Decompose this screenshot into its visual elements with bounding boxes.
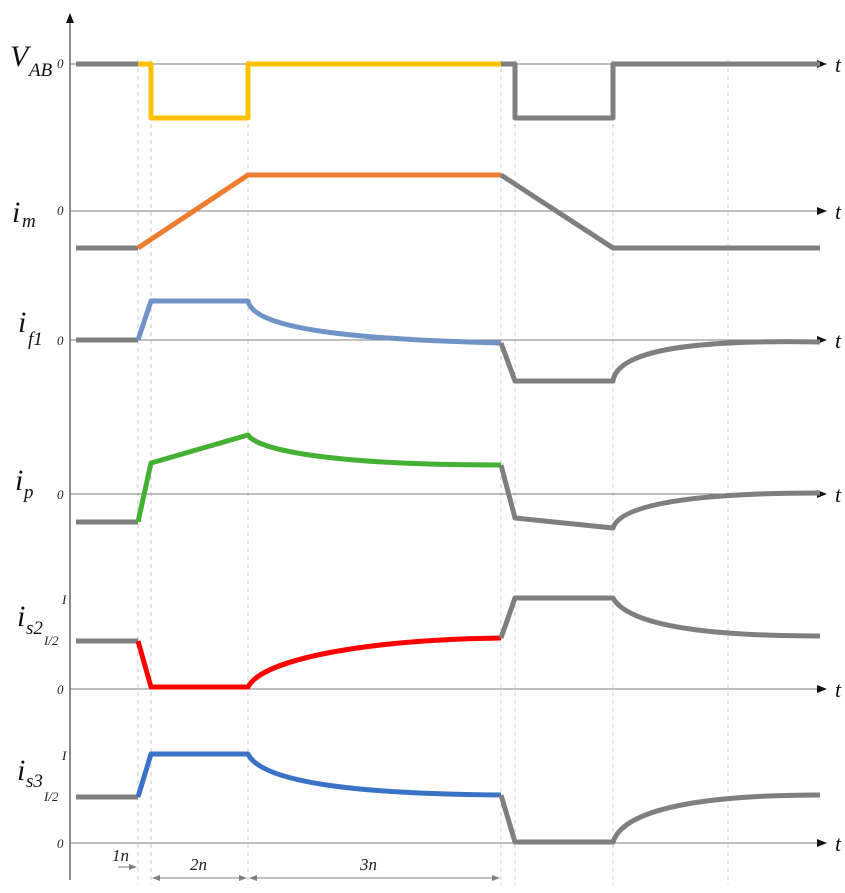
if1-zero-label: 0 (57, 333, 64, 348)
if1-waveform-gray-tail (498, 339, 821, 384)
interval-1n-label: 1n (112, 846, 129, 865)
is2-label-sub: s2 (26, 618, 43, 639)
vab-waveform-colored (138, 61, 501, 121)
is2-half-label: I/2 (43, 633, 59, 648)
is3-waveform-gray-tail (498, 792, 821, 845)
ip-label-main: i (15, 464, 23, 497)
im-axis-label: t (835, 199, 842, 224)
vab-label-main: V (10, 40, 32, 73)
is2-axis-label: t (835, 677, 842, 702)
ip-label-sub: p (22, 482, 34, 503)
ip-waveform-gray-tail (498, 464, 821, 531)
is3-axis-label: t (835, 831, 842, 856)
vab-label-sub: AB (27, 60, 53, 81)
time-guides (137, 60, 729, 885)
im-waveform-colored (136, 172, 501, 251)
is2-zero-label: 0 (57, 682, 64, 697)
vab-waveform-gray-tail (501, 61, 820, 121)
is3-trace: i s3 I I/2 0 t (17, 748, 842, 856)
interval-3n-label: 3n (359, 855, 377, 874)
is3-label-sub: s3 (26, 771, 43, 792)
is3-top-label: I (61, 748, 67, 763)
im-label-main: i (12, 196, 20, 229)
is2-top-label: I (61, 592, 67, 607)
ip-trace: i p 0 t (15, 432, 842, 531)
ip-axis-label: t (835, 482, 842, 507)
vab-axis-label: t (835, 52, 842, 77)
is2-waveform-colored (135, 635, 502, 690)
interval-annotations: 1n 2n 3n (112, 846, 500, 881)
ip-waveform-colored (135, 432, 502, 523)
vab-trace: V AB 0 t (10, 40, 842, 121)
is3-label-main: i (17, 754, 25, 787)
if1-axis-label: t (835, 328, 842, 353)
interval-2n-label: 2n (190, 855, 207, 874)
if1-waveform-colored (135, 298, 502, 346)
vab-zero-label: 0 (57, 56, 64, 71)
if1-label-main: i (18, 306, 26, 339)
is3-waveform-colored (135, 751, 502, 798)
im-label-sub: m (22, 211, 36, 232)
is3-zero-label: 0 (57, 836, 64, 851)
im-trace: i m 0 t (12, 172, 842, 251)
im-zero-label: 0 (57, 203, 64, 218)
if1-trace: i f1 0 t (18, 298, 842, 384)
ip-zero-label: 0 (57, 487, 64, 502)
im-waveform-gray-tail (499, 172, 820, 251)
is2-label-main: i (17, 600, 25, 633)
if1-label-sub: f1 (28, 329, 43, 350)
is2-trace: i s2 I I/2 0 t (17, 592, 842, 702)
is3-half-label: I/2 (43, 789, 59, 804)
is2-waveform-gray-tail (498, 595, 821, 639)
